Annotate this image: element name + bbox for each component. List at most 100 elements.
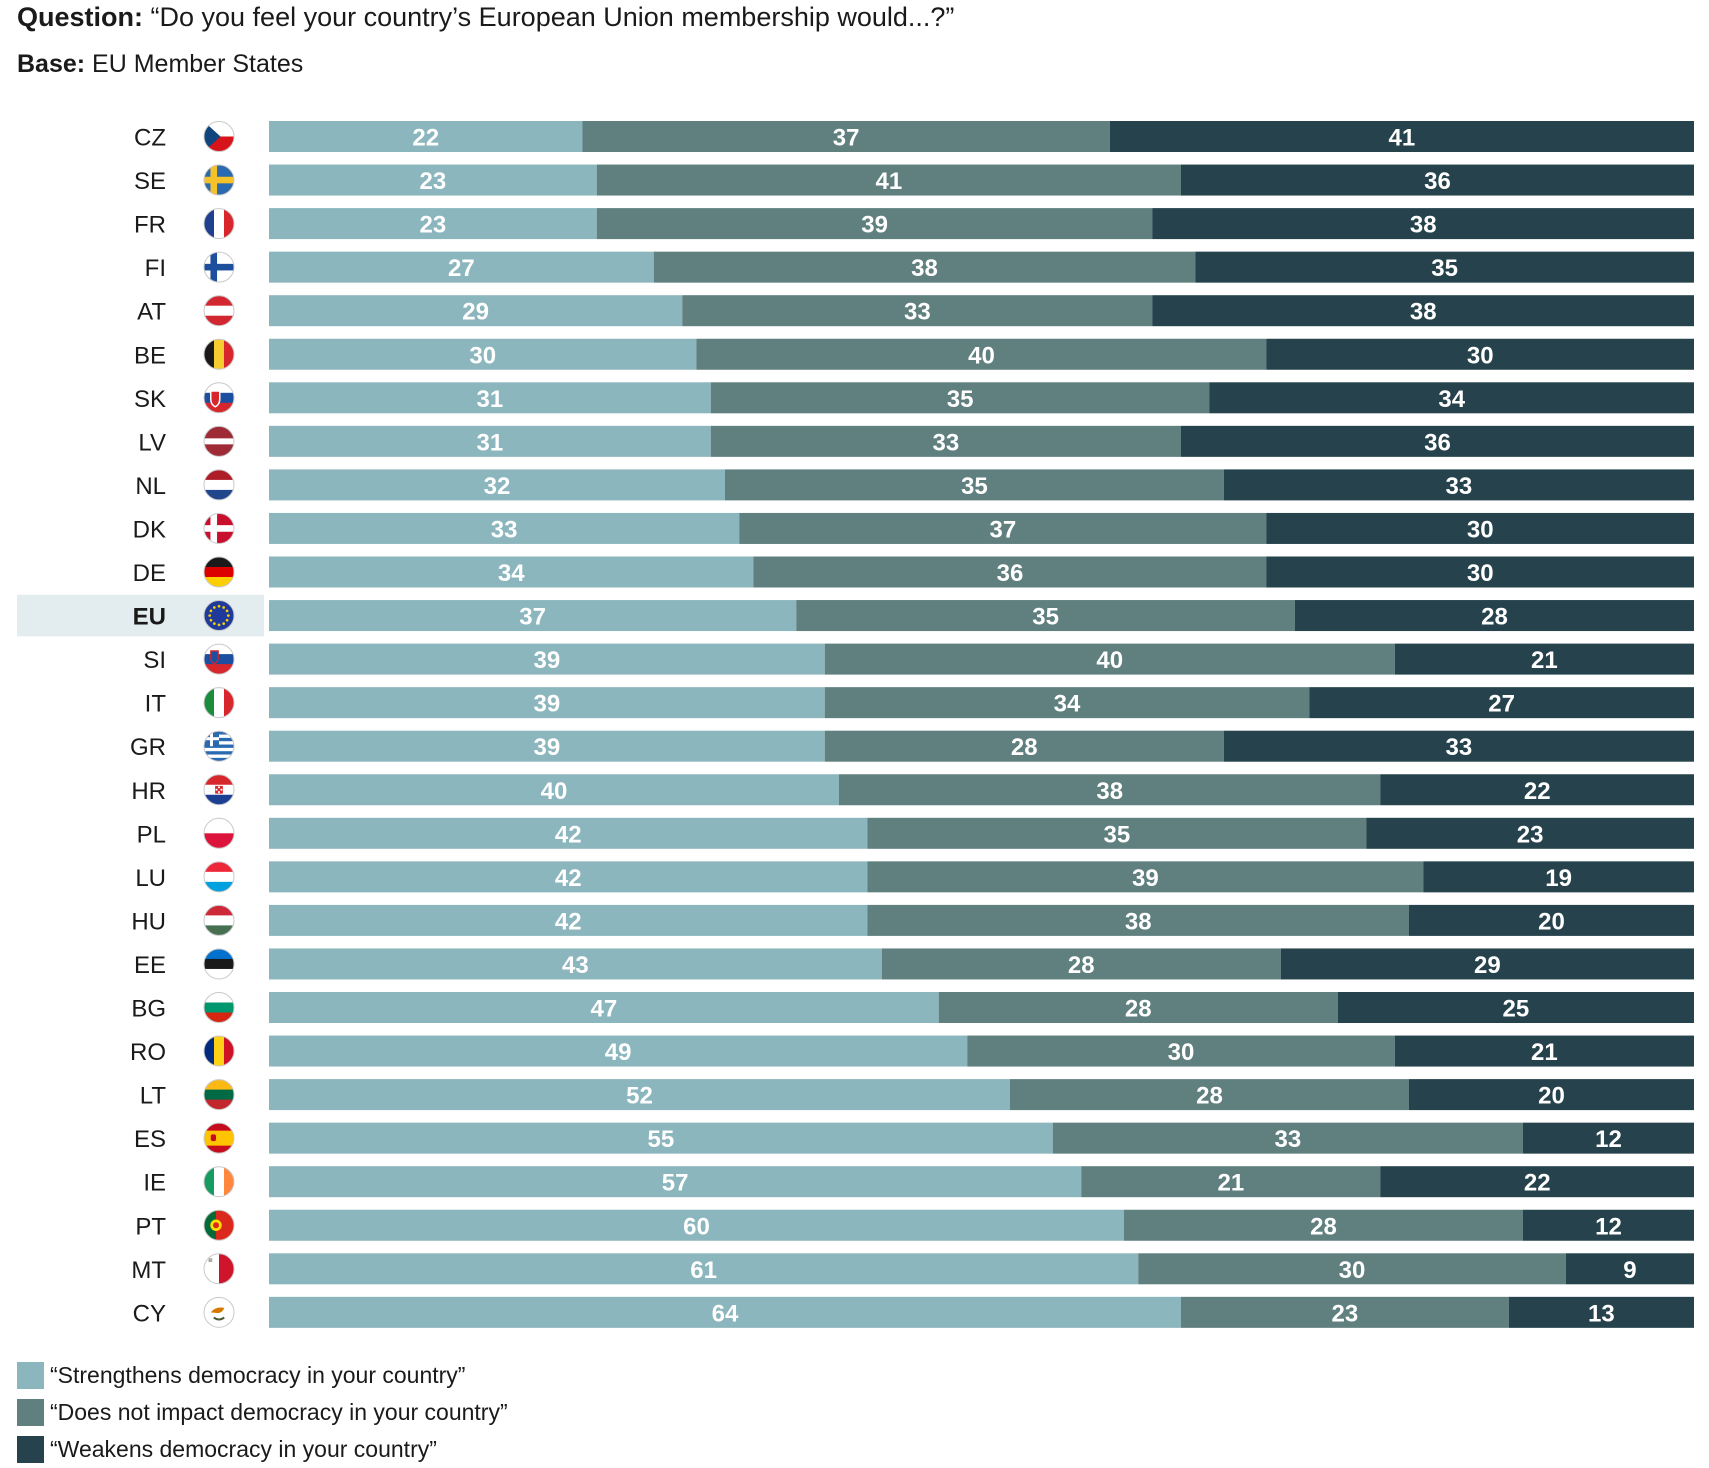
legend-label-strengthens: “Strengthens democracy in your country” — [50, 1362, 466, 1388]
bar-row-pl: PL 42 35 23 — [137, 817, 1694, 849]
bar-segment-strengthens — [269, 512, 740, 544]
bar-segment-no-impact — [739, 512, 1267, 544]
bar-segment-no-impact — [653, 251, 1196, 283]
category-label: BE — [134, 342, 166, 369]
bar-row-dk: DK 33 37 30 — [133, 512, 1694, 544]
flag-outline — [203, 469, 235, 501]
legend-item-weakens: “Weakens democracy in your country” — [17, 1431, 508, 1468]
bar-segment-no-impact — [596, 208, 1153, 240]
bar-segment-weakens — [1394, 643, 1694, 675]
data-label-no-impact: 30 — [1339, 1257, 1366, 1284]
data-label-weakens: 28 — [1481, 604, 1508, 631]
category-label: SE — [134, 168, 166, 195]
data-label-strengthens: 39 — [534, 647, 561, 674]
flag-outline — [203, 251, 235, 283]
data-label-no-impact: 36 — [997, 560, 1024, 587]
bar-segment-strengthens — [269, 774, 839, 806]
bar-row-ee: EE 43 28 29 — [134, 948, 1694, 980]
category-label: HR — [131, 778, 166, 805]
bar-row-be: BE 30 40 30 — [134, 338, 1694, 370]
flag-outline — [203, 164, 235, 196]
bar-row-eu: EU 37 35 28 — [17, 594, 1694, 637]
bar-row-ro: RO 49 30 21 — [130, 1035, 1694, 1067]
bar-row-gr: GR 39 28 33 — [130, 730, 1694, 762]
bar-segment-weakens — [1280, 948, 1694, 980]
data-label-no-impact: 38 — [1125, 908, 1152, 935]
bar-segment-no-impact — [824, 643, 1395, 675]
flag-outline — [203, 1296, 235, 1328]
data-label-no-impact: 28 — [1011, 734, 1038, 761]
category-label: RO — [130, 1039, 166, 1066]
data-label-weakens: 35 — [1431, 255, 1458, 282]
bar-row-nl: NL 32 35 33 — [135, 469, 1694, 501]
data-label-weakens: 19 — [1545, 865, 1572, 892]
data-label-no-impact: 28 — [1125, 996, 1152, 1023]
data-label-strengthens: 60 — [683, 1213, 710, 1240]
flag-outline — [203, 687, 235, 719]
ee-flag-icon — [204, 948, 234, 979]
bar-segment-no-impact — [796, 600, 1295, 632]
data-label-weakens: 22 — [1524, 778, 1551, 805]
bar-segment-no-impact — [1052, 1122, 1523, 1154]
data-label-no-impact: 33 — [933, 429, 960, 456]
bar-segment-strengthens — [269, 1209, 1124, 1241]
bar-row-es: ES 55 33 12 — [134, 1122, 1694, 1154]
data-label-no-impact: 38 — [1096, 778, 1123, 805]
data-label-weakens: 36 — [1424, 429, 1451, 456]
flag-outline — [203, 817, 235, 849]
data-label-strengthens: 57 — [662, 1170, 689, 1197]
legend-swatch-no-impact — [17, 1399, 44, 1426]
bar-segment-no-impact — [1181, 1296, 1509, 1328]
dk-flag-icon — [204, 513, 234, 544]
data-label-weakens: 41 — [1389, 125, 1416, 152]
flag-outline — [203, 1166, 235, 1198]
data-label-strengthens: 31 — [477, 386, 504, 413]
bar-row-pt: PT 60 28 12 — [135, 1209, 1694, 1241]
category-label: SI — [143, 647, 166, 674]
bar-segment-strengthens — [269, 1122, 1053, 1154]
bar-row-lu: LU 42 39 19 — [135, 861, 1694, 893]
bar-segment-weakens — [1565, 1253, 1694, 1285]
data-label-no-impact: 34 — [1054, 691, 1081, 718]
bar-segment-strengthens — [269, 1079, 1010, 1111]
bar-segment-strengthens — [269, 1166, 1082, 1198]
data-label-no-impact: 28 — [1068, 952, 1095, 979]
bar-segment-weakens — [1295, 600, 1694, 632]
bar-segment-strengthens — [269, 469, 725, 501]
category-label: GR — [130, 734, 166, 761]
data-label-strengthens: 43 — [562, 952, 589, 979]
data-label-strengthens: 42 — [555, 908, 582, 935]
data-label-no-impact: 33 — [1275, 1126, 1302, 1153]
flag-outline — [203, 338, 235, 370]
data-label-strengthens: 32 — [484, 473, 511, 500]
stacked-bar-chart: CZ 22 37 41 SE 23 41 36 FR 23 39 38 FI 27 38 35 AT 29 33 38… — [17, 121, 1694, 1328]
ie-flag-icon — [204, 1166, 234, 1197]
bar-segment-no-impact — [839, 774, 1381, 806]
bar-segment-strengthens — [269, 121, 583, 152]
data-label-weakens: 33 — [1446, 734, 1473, 761]
bar-row-mt: MT 61 30 9 — [131, 1253, 1694, 1285]
bar-segment-no-impact — [725, 469, 1224, 501]
bar-segment-no-impact — [682, 295, 1153, 327]
flag-outline — [203, 948, 235, 980]
data-label-weakens: 20 — [1538, 1083, 1565, 1110]
legend-swatch-weakens — [17, 1436, 44, 1463]
category-label: PT — [135, 1213, 166, 1240]
bar-segment-no-impact — [596, 164, 1181, 196]
data-label-strengthens: 49 — [605, 1039, 632, 1066]
category-label: MT — [131, 1257, 166, 1284]
bar-row-bg: BG 47 28 25 — [131, 992, 1694, 1023]
legend-swatch-strengthens — [17, 1362, 44, 1389]
bar-segment-weakens — [1223, 730, 1694, 762]
data-label-no-impact: 40 — [968, 342, 995, 369]
data-label-no-impact: 23 — [1332, 1300, 1359, 1327]
data-label-weakens: 21 — [1531, 1039, 1558, 1066]
data-label-no-impact: 38 — [911, 255, 938, 282]
bar-row-de: DE 34 36 30 — [133, 556, 1694, 588]
bar-segment-strengthens — [269, 251, 654, 283]
category-label: DK — [133, 516, 166, 543]
nl-flag-icon — [204, 469, 234, 500]
bar-segment-no-impact — [710, 425, 1181, 457]
bar-row-lt: LT 52 28 20 — [140, 1079, 1694, 1111]
category-label: DE — [133, 560, 166, 587]
